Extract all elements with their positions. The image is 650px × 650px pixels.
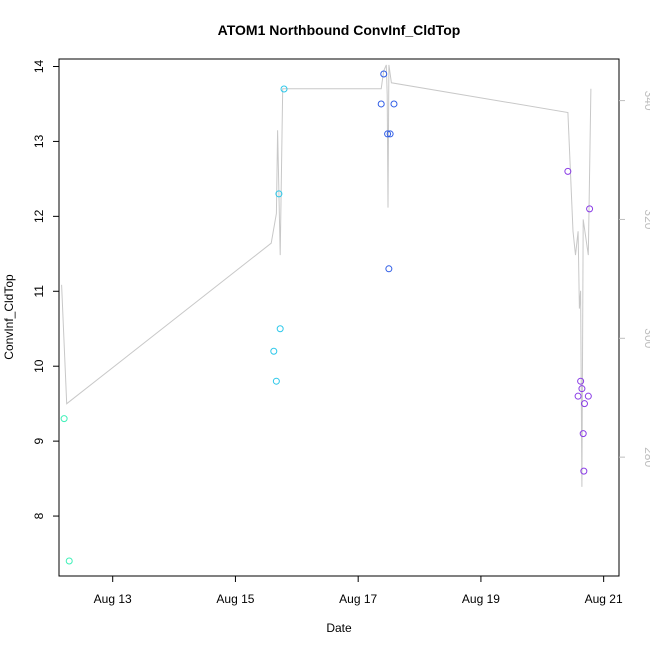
- data-point: [579, 430, 587, 438]
- plot-frame: [58, 58, 620, 577]
- data-point: [574, 392, 582, 400]
- data-point: [385, 265, 393, 273]
- y-left-tick-label: 13: [32, 134, 46, 148]
- y-left-tick-label: 14: [32, 59, 46, 73]
- data-point: [280, 85, 288, 93]
- x-tick-label: Aug 17: [339, 592, 377, 606]
- data-point: [384, 130, 392, 138]
- data-point: [272, 377, 280, 385]
- data-point: [578, 385, 586, 393]
- data-point: [380, 70, 388, 78]
- data-point: [580, 400, 588, 408]
- x-axis-label: Date: [326, 621, 352, 635]
- y-right-tick-label: 300: [642, 328, 650, 348]
- data-point: [276, 325, 284, 333]
- data-point: [584, 392, 592, 400]
- y-axis-right-ticks: 280 300 320 340: [619, 91, 650, 467]
- y-left-tick-label: 9: [32, 437, 46, 444]
- data-point: [270, 347, 278, 355]
- secondary-line: [61, 64, 592, 487]
- data-point: [386, 130, 394, 138]
- chart-title: ATOM1 Northbound ConvInf_CldTop: [218, 22, 461, 38]
- y-axis-left-ticks: 8 9 10 11 12 13 14: [32, 59, 59, 519]
- x-tick-label: Aug 15: [216, 592, 254, 606]
- y-right-tick-label: 340: [642, 91, 650, 111]
- y-left-tick-label: 8: [32, 512, 46, 519]
- data-point: [65, 557, 73, 565]
- x-tick-label: Aug 21: [585, 592, 623, 606]
- y-right-tick-label: 320: [642, 209, 650, 229]
- y-left-tick-label: 10: [32, 359, 46, 373]
- data-point: [577, 377, 585, 385]
- data-point: [275, 190, 283, 198]
- data-point: [377, 100, 385, 108]
- data-point: [390, 100, 398, 108]
- data-point: [580, 467, 588, 475]
- x-tick-label: Aug 19: [462, 592, 500, 606]
- y-left-tick-label: 11: [32, 285, 46, 298]
- y-axis-label: ConvInf_CldTop: [2, 274, 16, 360]
- scatter-points-layer: [60, 70, 594, 565]
- x-axis-ticks: Aug 13 Aug 15 Aug 17 Aug 19 Aug 21: [94, 576, 623, 606]
- data-point: [564, 167, 572, 175]
- y-right-tick-label: 280: [642, 447, 650, 467]
- data-point: [60, 415, 68, 423]
- y-left-tick-label: 12: [32, 209, 46, 223]
- data-point: [586, 205, 594, 213]
- x-tick-label: Aug 13: [94, 592, 132, 606]
- secondary-line-layer: [61, 64, 592, 487]
